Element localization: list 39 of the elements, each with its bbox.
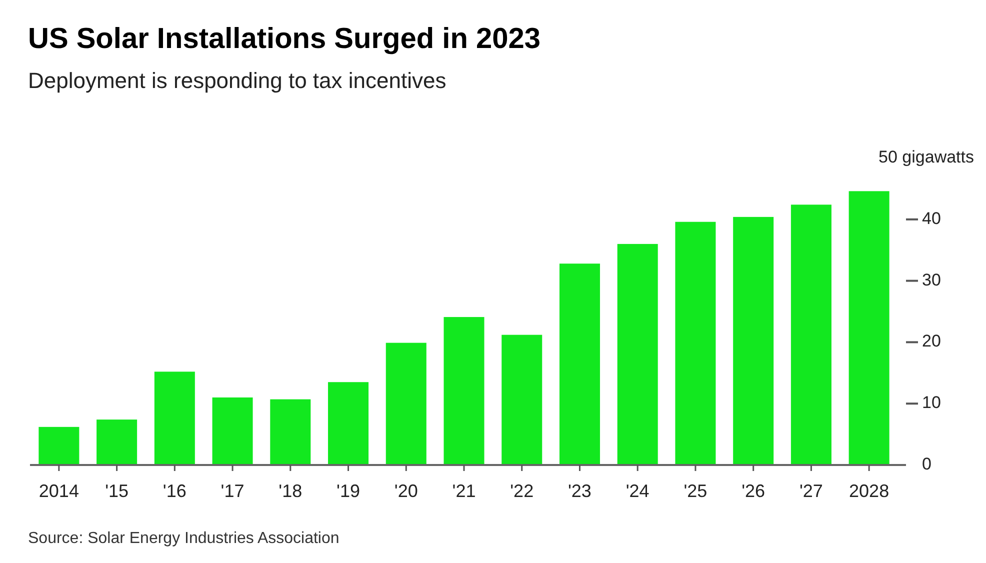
- x-tick-label: '24: [626, 481, 650, 501]
- bar: [386, 342, 426, 465]
- bar: [270, 399, 311, 465]
- bar: [617, 244, 658, 465]
- x-tick-label: '17: [220, 481, 244, 501]
- x-tick-label: '15: [105, 481, 129, 501]
- x-tick-label: '23: [568, 481, 592, 501]
- bar: [212, 397, 253, 465]
- y-tick-label: 30: [922, 270, 941, 290]
- x-tick-label: '26: [742, 481, 766, 501]
- bar: [96, 420, 138, 465]
- bar: [790, 204, 832, 465]
- y-tick-label: 0: [922, 454, 932, 474]
- bar: [675, 222, 716, 465]
- x-tick-label: '21: [452, 481, 476, 501]
- bar: [38, 426, 80, 465]
- source-note: Source: Solar Energy Industries Association: [28, 530, 340, 547]
- bar: [502, 334, 542, 465]
- bar: [154, 372, 195, 465]
- y-tick-label: 20: [922, 332, 941, 351]
- bar: [848, 191, 890, 465]
- bar: [733, 216, 774, 465]
- x-tick-label: '20: [394, 481, 418, 501]
- bar: [559, 264, 600, 465]
- x-tick-label: 2014: [38, 481, 79, 501]
- bar: [328, 382, 369, 465]
- x-tick-label: '19: [336, 481, 360, 501]
- chart-subtitle: Deployment is responding to tax incentives: [28, 68, 446, 93]
- y-tick-label: 50 gigawatts: [878, 147, 974, 166]
- x-tick-label: 2028: [849, 481, 890, 501]
- x-tick-label: '25: [684, 481, 708, 501]
- x-tick-label: '18: [278, 481, 302, 501]
- x-tick-label: '27: [799, 481, 823, 501]
- y-tick-label: 40: [922, 208, 941, 228]
- y-tick-label: 10: [922, 393, 941, 412]
- chart-title: US Solar Installations Surged in 2023: [28, 23, 540, 55]
- x-tick-label: '16: [162, 481, 186, 501]
- bar: [444, 317, 484, 465]
- x-tick-label: '22: [510, 481, 534, 501]
